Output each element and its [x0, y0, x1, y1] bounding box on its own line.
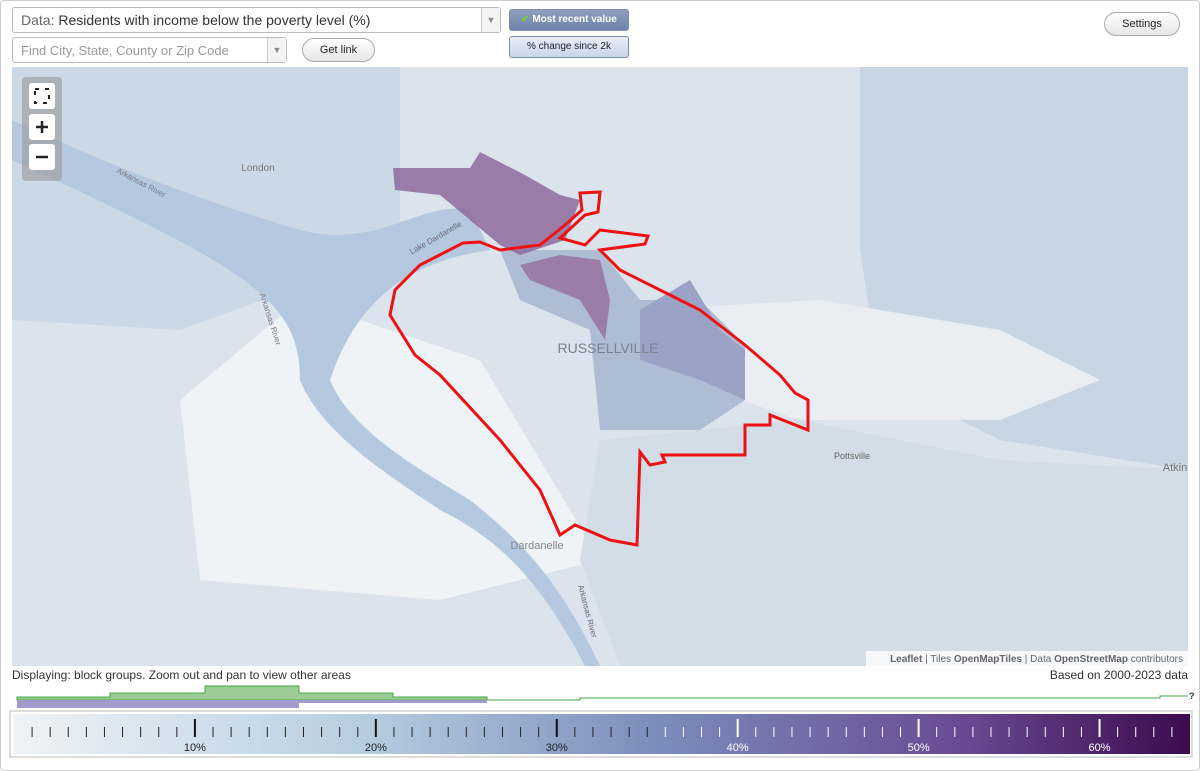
displaying-note: Displaying: block groups. Zoom out and p…	[12, 668, 351, 682]
map-label: Pottsville	[834, 451, 870, 461]
data-select[interactable]: Data: Residents with income below the po…	[12, 7, 501, 33]
boundary	[388, 190, 810, 547]
map-label: Atkin	[1163, 462, 1187, 474]
change-toggle[interactable]: % change since 2k	[509, 36, 629, 58]
legend-tick-label: 30%	[546, 742, 568, 754]
fullscreen-icon	[34, 88, 50, 104]
data-label: Data:	[21, 12, 55, 28]
histogram-purple	[17, 700, 299, 708]
map-label: London	[241, 163, 274, 174]
map-label: Dardanelle	[510, 540, 563, 552]
most-recent-label: Most recent value	[532, 14, 617, 25]
data-value: Residents with income below the poverty …	[58, 12, 371, 28]
attribution-part: Tiles	[930, 654, 951, 665]
legend-gradient	[14, 714, 1190, 754]
legend-tick-label: 50%	[908, 742, 930, 754]
attribution-part[interactable]: OpenMapTiles	[954, 654, 1023, 665]
attribution: Leaflet | Tiles OpenMapTiles | Data Open…	[890, 654, 1183, 665]
zoom-in-icon	[36, 121, 48, 133]
most-recent-toggle[interactable]: ✔ Most recent value	[509, 9, 629, 31]
legend-tick-label: 40%	[727, 742, 749, 754]
area	[640, 300, 1100, 420]
search-placeholder: Find City, State, County or Zip Code	[21, 43, 229, 58]
get-link-button[interactable]: Get link	[302, 38, 375, 62]
histogram-green	[16, 685, 488, 701]
area	[520, 255, 610, 340]
area	[580, 420, 1188, 666]
histogram: ?	[16, 685, 1195, 708]
map-label: RUSSELLVILLE	[558, 340, 659, 356]
legend-tick-label: 60%	[1089, 742, 1111, 754]
area	[500, 250, 745, 430]
attribution-part[interactable]: OpenStreetMap	[1054, 654, 1128, 665]
area	[393, 152, 580, 255]
histogram-purple	[299, 700, 487, 703]
based-on-note: Based on 2000-2023 data	[1050, 668, 1188, 682]
search-box[interactable]: Find City, State, County or Zip Code ▼	[12, 37, 287, 63]
settings-button[interactable]: Settings	[1104, 12, 1180, 36]
attribution-part[interactable]: Leaflet	[890, 654, 923, 665]
help-mark[interactable]: ?	[1189, 691, 1195, 701]
zoom-control	[22, 77, 62, 181]
attribution-part: contributors	[1131, 654, 1183, 665]
river	[12, 120, 600, 666]
attribution-part: Data	[1030, 654, 1052, 665]
histogram-green-line	[487, 695, 1188, 701]
legend-tick-label: 20%	[365, 742, 387, 754]
legend-tick-label: 10%	[184, 742, 206, 754]
fullscreen-button[interactable]	[29, 83, 55, 109]
attribution-bg	[866, 651, 1188, 666]
area	[640, 280, 745, 400]
